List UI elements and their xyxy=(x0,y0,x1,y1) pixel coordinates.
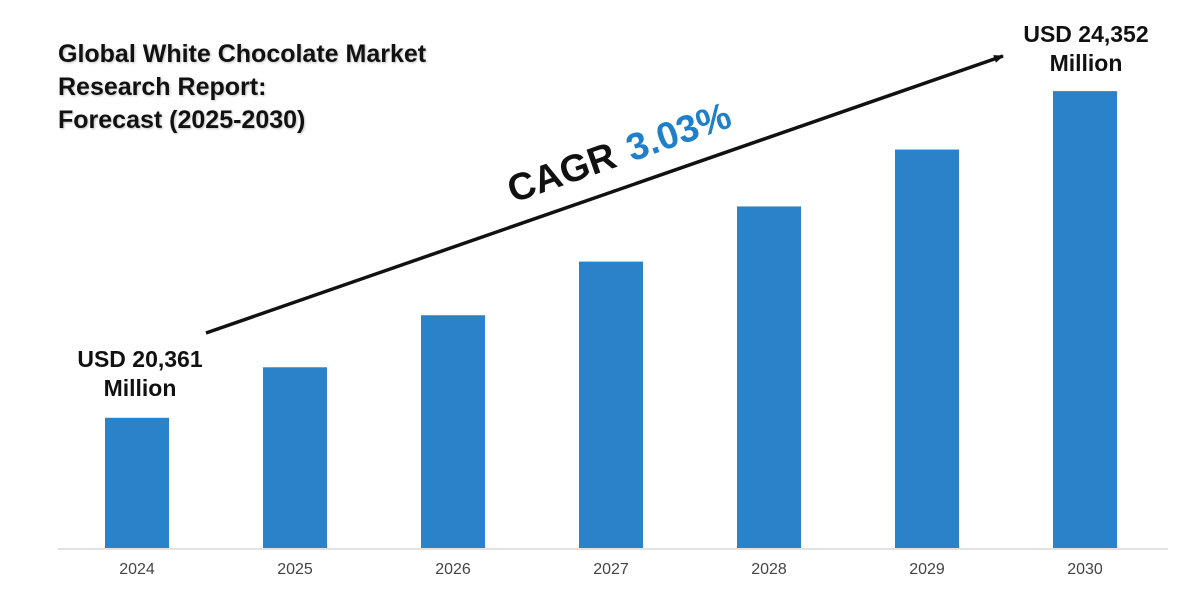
bar-2030 xyxy=(1053,91,1117,548)
x-tick-label-2026: 2026 xyxy=(435,561,471,578)
start-value-callout: USD 20,361 Million xyxy=(60,345,220,403)
bar-2028 xyxy=(737,206,801,548)
bar-2029 xyxy=(895,149,959,548)
bar-2024 xyxy=(105,417,169,548)
start-value-amount: USD 20,361 xyxy=(77,346,203,372)
bars-group xyxy=(105,91,1117,548)
x-tick-label-2028: 2028 xyxy=(751,561,787,578)
title-line-3: Forecast (2025-2030) xyxy=(58,106,306,134)
chart-title: Global White Chocolate Market Research R… xyxy=(58,38,498,137)
start-value-unit: Million xyxy=(103,375,177,401)
x-tick-labels: 2024 2025 2026 2027 2028 2029 2030 xyxy=(119,561,1103,578)
x-tick-label-2025: 2025 xyxy=(277,561,313,578)
end-value-amount: USD 24,352 xyxy=(1023,21,1149,47)
end-value-callout: USD 24,352 Million xyxy=(1006,20,1166,78)
title-line-1: Global White Chocolate Market xyxy=(58,40,427,68)
bar-2027 xyxy=(579,261,643,548)
x-tick-label-2030: 2030 xyxy=(1067,561,1103,578)
title-line-2: Research Report: xyxy=(58,73,267,101)
cagr-label: CAGR xyxy=(502,135,621,211)
bar-2026 xyxy=(421,315,485,548)
end-value-unit: Million xyxy=(1049,50,1123,76)
x-tick-label-2027: 2027 xyxy=(593,561,629,578)
bar-2025 xyxy=(263,367,327,548)
cagr-text: CAGR3.03% xyxy=(502,95,736,212)
x-tick-label-2024: 2024 xyxy=(119,561,155,578)
cagr-value: 3.03% xyxy=(621,95,737,170)
trend-arrow xyxy=(205,54,1004,335)
x-tick-label-2029: 2029 xyxy=(909,561,945,578)
